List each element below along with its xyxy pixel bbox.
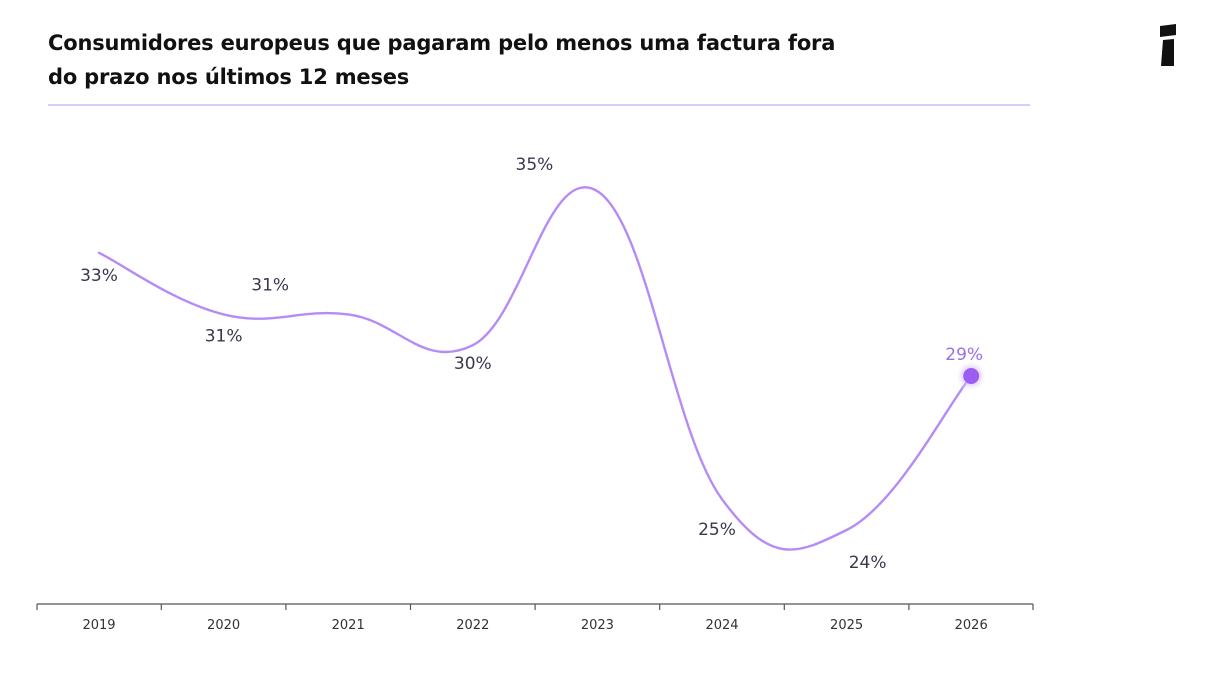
x-tick-label: 2022 bbox=[456, 618, 489, 633]
x-tick-label: 2019 bbox=[82, 618, 115, 633]
data-label: 33% bbox=[80, 266, 118, 286]
data-label: 31% bbox=[205, 326, 243, 346]
x-tick-label: 2026 bbox=[955, 618, 988, 633]
data-label: 29% bbox=[945, 345, 983, 365]
x-tick-label: 2025 bbox=[830, 618, 863, 633]
title-divider bbox=[48, 104, 1030, 106]
x-tick-label: 2024 bbox=[705, 618, 738, 633]
data-label: 35% bbox=[516, 155, 554, 175]
data-point-highlight bbox=[963, 368, 980, 384]
x-tick-label: 2023 bbox=[581, 618, 614, 633]
data-label: 24% bbox=[849, 553, 887, 573]
data-label: 30% bbox=[454, 354, 492, 374]
series-line bbox=[97, 186, 973, 551]
x-tick-label: 2020 bbox=[207, 618, 240, 633]
x-tick-label: 2021 bbox=[332, 618, 365, 633]
data-label: 25% bbox=[698, 520, 736, 540]
publisher-logo-icon bbox=[1160, 24, 1176, 66]
chart-title: Consumidores europeus que pagaram pelo m… bbox=[48, 31, 836, 89]
data-label: 31% bbox=[251, 275, 289, 295]
